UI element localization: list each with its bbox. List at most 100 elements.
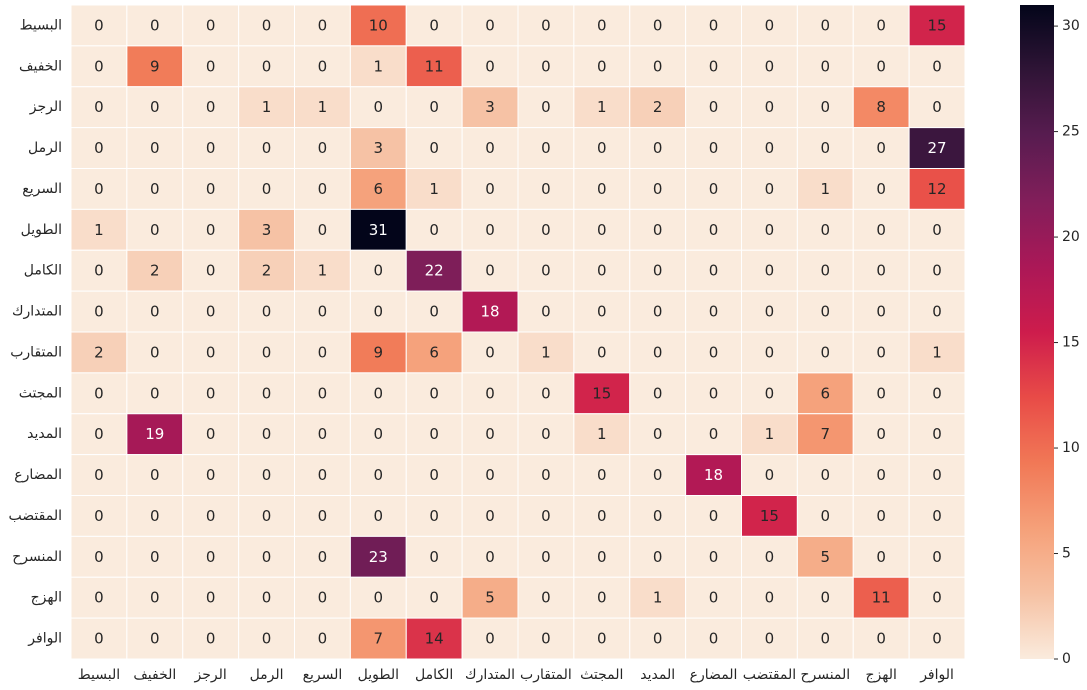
heatmap-cell — [908, 249, 966, 292]
cell-value-label: 15 — [592, 384, 611, 402]
cell-value-label: 2 — [94, 343, 104, 361]
heatmap-cell — [852, 168, 910, 210]
colorbar-tick-label: 15 — [1062, 335, 1080, 351]
heatmap-cell — [908, 168, 966, 210]
heatmap-cell — [852, 331, 910, 374]
heatmap-cell — [294, 372, 351, 415]
cell-value-label: 1 — [541, 343, 551, 361]
cell-value-label: 0 — [709, 507, 719, 525]
heatmap-cell — [461, 249, 519, 292]
heatmap-cell — [852, 208, 910, 251]
cell-value-label: 0 — [709, 98, 719, 116]
heatmap-cell — [629, 372, 687, 415]
heatmap-cell — [852, 454, 910, 496]
heatmap-cell — [741, 86, 798, 129]
cell-value-label: 0 — [429, 303, 439, 321]
cell-value-label: 22 — [425, 262, 444, 280]
cell-value-label: 0 — [541, 303, 551, 321]
heatmap-cell — [517, 249, 575, 292]
cell-value-label: 0 — [932, 589, 942, 607]
y-tick-label: الكامل — [24, 263, 62, 279]
heatmap-cell — [294, 127, 351, 169]
cell-value-label: 0 — [932, 262, 942, 280]
heatmap-cell — [126, 127, 184, 169]
cell-value-label: 1 — [374, 57, 384, 75]
heatmap-cell — [517, 617, 575, 660]
cell-value-label: 0 — [765, 303, 775, 321]
heatmap-cell — [294, 208, 351, 251]
heatmap-cell — [461, 127, 519, 169]
cell-value-label: 0 — [206, 343, 216, 361]
cell-value-label: 0 — [821, 98, 831, 116]
heatmap-cell — [685, 617, 742, 660]
heatmap-cell — [70, 576, 128, 619]
x-tick-label: المتقارب — [520, 667, 572, 683]
cell-value-label: 0 — [429, 98, 439, 116]
y-tick-label: الرجز — [29, 99, 62, 115]
cell-value-label: 19 — [145, 425, 164, 443]
heatmap-cell — [629, 576, 687, 619]
cell-value-label: 0 — [709, 57, 719, 75]
heatmap-cell — [238, 45, 295, 88]
cell-value-label: 0 — [876, 221, 886, 239]
heatmap-cell — [908, 495, 966, 537]
cell-value-label: 0 — [709, 303, 719, 321]
heatmap-cell — [349, 45, 407, 88]
cell-value-label: 0 — [206, 180, 216, 198]
heatmap-cell — [238, 535, 295, 578]
heatmap-cell — [685, 168, 742, 210]
cell-value-label: 0 — [765, 57, 775, 75]
x-tick-label: المنسرح — [800, 667, 850, 683]
cell-value-label: 0 — [597, 630, 607, 648]
cell-value-label: 0 — [206, 425, 216, 443]
heatmap-cell — [908, 290, 966, 333]
x-tick-labels: البسيط الخفيف الرجز الرمل السريع الطويل الكامل… — [78, 667, 954, 683]
heatmap-cell — [685, 45, 742, 88]
cell-value-label: 0 — [932, 221, 942, 239]
heatmap-cell — [852, 495, 910, 537]
cell-value-label: 8 — [876, 98, 886, 116]
heatmap-cell — [741, 576, 798, 619]
heatmap-cell — [405, 290, 463, 333]
cell-value-label: 0 — [94, 425, 104, 443]
heatmap-cell — [461, 4, 519, 47]
heatmap-cell — [70, 249, 128, 292]
heatmap-cell — [294, 495, 351, 537]
cell-value-label: 0 — [876, 303, 886, 321]
cell-value-label: 3 — [374, 139, 384, 157]
cell-value-label: 0 — [318, 425, 328, 443]
heatmap-cell — [629, 45, 687, 88]
cell-value-label: 7 — [374, 630, 384, 648]
cell-value-label: 0 — [429, 548, 439, 566]
colorbar-tick-label: 30 — [1062, 18, 1080, 34]
y-tick-label: المجتث — [19, 385, 62, 401]
cell-value-label: 0 — [876, 425, 886, 443]
heatmap-cell — [238, 86, 295, 129]
cell-value-label: 0 — [318, 507, 328, 525]
heatmap-cell — [182, 454, 240, 496]
cell-value-label: 0 — [150, 384, 160, 402]
y-tick-label: المتقارب — [10, 344, 62, 360]
cell-value-label: 0 — [821, 139, 831, 157]
x-tick-label: المتدارك — [465, 667, 515, 683]
x-tick-label: الخفيف — [133, 667, 176, 683]
heatmap-cell — [741, 127, 798, 169]
cell-value-label: 0 — [765, 262, 775, 280]
cell-value-label: 0 — [485, 57, 495, 75]
x-tick-label: الوافر — [919, 667, 954, 683]
heatmap-cell — [238, 168, 295, 210]
heatmap-cell — [182, 535, 240, 578]
heatmap-cell — [908, 208, 966, 251]
cell-value-label: 0 — [262, 343, 272, 361]
heatmap-cell — [238, 208, 295, 251]
cell-value-label: 0 — [765, 98, 775, 116]
x-tick-label: المجتث — [580, 667, 623, 683]
cell-value-label: 0 — [150, 180, 160, 198]
cell-value-label: 0 — [821, 57, 831, 75]
heatmap-cell — [182, 576, 240, 619]
heatmap-cell — [461, 208, 519, 251]
cell-value-label: 0 — [876, 343, 886, 361]
cell-value-label: 0 — [709, 425, 719, 443]
cell-value-label: 5 — [821, 548, 831, 566]
heatmap-cell — [461, 535, 519, 578]
